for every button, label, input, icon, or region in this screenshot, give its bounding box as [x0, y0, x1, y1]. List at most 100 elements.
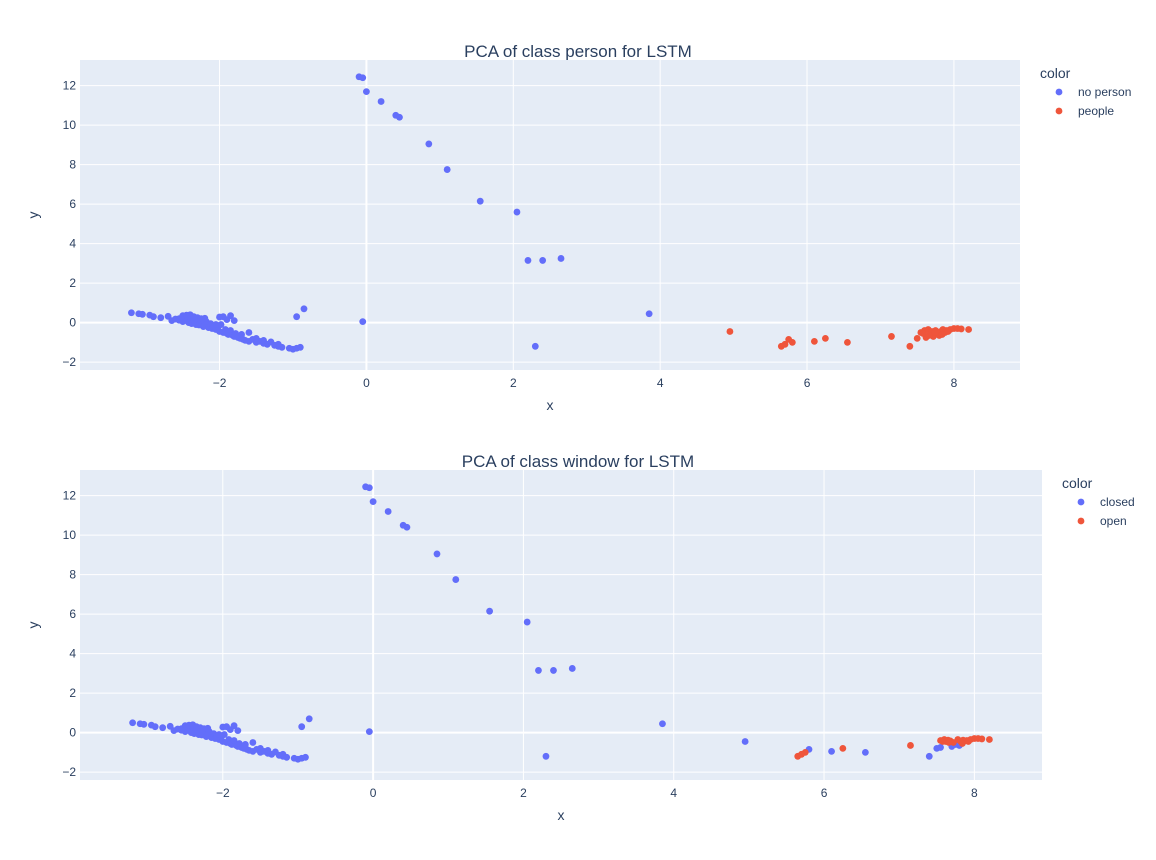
- data-point[interactable]: [359, 74, 367, 82]
- data-point[interactable]: [781, 340, 789, 348]
- data-point[interactable]: [396, 113, 403, 121]
- data-point[interactable]: [139, 310, 146, 318]
- data-point[interactable]: [140, 720, 148, 728]
- data-point[interactable]: [524, 257, 532, 264]
- data-point[interactable]: [193, 723, 200, 731]
- data-point[interactable]: [539, 257, 547, 264]
- data-point[interactable]: [384, 508, 392, 515]
- data-point[interactable]: [260, 336, 267, 344]
- data-point[interactable]: [542, 752, 550, 760]
- data-point[interactable]: [788, 338, 796, 346]
- data-point[interactable]: [365, 484, 373, 492]
- data-point[interactable]: [403, 523, 411, 531]
- data-point[interactable]: [151, 723, 159, 731]
- data-point[interactable]: [230, 317, 238, 325]
- legend-item-open[interactable]: open: [1077, 514, 1127, 528]
- data-point[interactable]: [298, 723, 306, 731]
- data-point[interactable]: [279, 750, 287, 758]
- data-point[interactable]: [513, 208, 521, 216]
- data-point[interactable]: [293, 313, 301, 321]
- data-point[interactable]: [190, 313, 198, 321]
- legend-item-closed[interactable]: closed: [1077, 495, 1135, 509]
- data-point[interactable]: [476, 197, 484, 205]
- data-point[interactable]: [913, 335, 921, 342]
- data-point[interactable]: [531, 342, 539, 350]
- data-point[interactable]: [305, 715, 313, 723]
- data-point[interactable]: [129, 719, 137, 727]
- data-point[interactable]: [985, 736, 993, 743]
- data-point[interactable]: [443, 166, 451, 173]
- data-point[interactable]: [217, 321, 225, 328]
- data-point[interactable]: [252, 335, 260, 342]
- data-point[interactable]: [925, 752, 933, 760]
- plot-area[interactable]: [80, 470, 1042, 780]
- data-point[interactable]: [128, 309, 135, 317]
- data-point[interactable]: [433, 550, 441, 558]
- data-point[interactable]: [197, 315, 205, 323]
- data-point[interactable]: [801, 748, 809, 756]
- data-point[interactable]: [159, 724, 167, 732]
- data-point[interactable]: [363, 88, 370, 95]
- data-point[interactable]: [557, 255, 565, 262]
- data-point[interactable]: [234, 727, 242, 735]
- data-point[interactable]: [568, 665, 576, 672]
- data-point[interactable]: [175, 316, 183, 324]
- data-point[interactable]: [726, 328, 734, 335]
- data-point[interactable]: [931, 329, 939, 336]
- data-point[interactable]: [264, 746, 272, 754]
- data-point[interactable]: [945, 739, 953, 746]
- data-point[interactable]: [227, 312, 234, 320]
- data-point[interactable]: [220, 731, 228, 738]
- data-point[interactable]: [302, 753, 309, 761]
- data-point[interactable]: [200, 725, 208, 733]
- data-point[interactable]: [645, 310, 653, 318]
- data-point[interactable]: [157, 314, 165, 322]
- data-point[interactable]: [810, 337, 818, 345]
- data-point[interactable]: [550, 667, 557, 674]
- data-point[interactable]: [150, 313, 157, 321]
- data-point[interactable]: [978, 735, 986, 743]
- legend-item-people[interactable]: people: [1055, 104, 1115, 118]
- data-point[interactable]: [939, 738, 947, 745]
- data-point[interactable]: [888, 333, 895, 340]
- data-point[interactable]: [230, 722, 238, 730]
- data-point[interactable]: [212, 321, 220, 328]
- data-point[interactable]: [245, 329, 253, 336]
- data-point[interactable]: [219, 313, 227, 321]
- data-point[interactable]: [965, 326, 972, 333]
- data-point[interactable]: [741, 738, 749, 745]
- data-point[interactable]: [215, 731, 223, 738]
- data-point[interactable]: [178, 726, 185, 734]
- data-point[interactable]: [377, 98, 385, 105]
- data-point[interactable]: [365, 728, 373, 736]
- data-point[interactable]: [223, 723, 230, 731]
- data-point[interactable]: [944, 328, 952, 335]
- data-point[interactable]: [256, 745, 264, 752]
- data-point[interactable]: [369, 498, 377, 505]
- data-point[interactable]: [659, 720, 666, 728]
- data-point[interactable]: [249, 739, 257, 746]
- data-point[interactable]: [425, 140, 433, 148]
- data-point[interactable]: [937, 744, 944, 751]
- data-point[interactable]: [861, 748, 869, 756]
- data-point[interactable]: [274, 340, 282, 348]
- data-point[interactable]: [919, 330, 927, 337]
- data-point[interactable]: [296, 343, 304, 351]
- data-point[interactable]: [359, 318, 367, 326]
- data-point[interactable]: [964, 738, 972, 745]
- data-point[interactable]: [958, 740, 966, 747]
- data-point[interactable]: [452, 576, 460, 583]
- data-point[interactable]: [906, 342, 914, 350]
- data-point[interactable]: [957, 325, 965, 333]
- data-point[interactable]: [839, 745, 847, 752]
- data-point[interactable]: [535, 667, 542, 674]
- data-point[interactable]: [821, 335, 829, 342]
- data-point[interactable]: [486, 607, 494, 615]
- data-point[interactable]: [907, 742, 914, 749]
- legend-item-no-person[interactable]: no person: [1055, 85, 1132, 99]
- data-point[interactable]: [938, 331, 946, 338]
- data-point[interactable]: [828, 747, 835, 755]
- data-point[interactable]: [925, 332, 933, 339]
- data-point[interactable]: [300, 305, 308, 313]
- data-point[interactable]: [844, 338, 851, 346]
